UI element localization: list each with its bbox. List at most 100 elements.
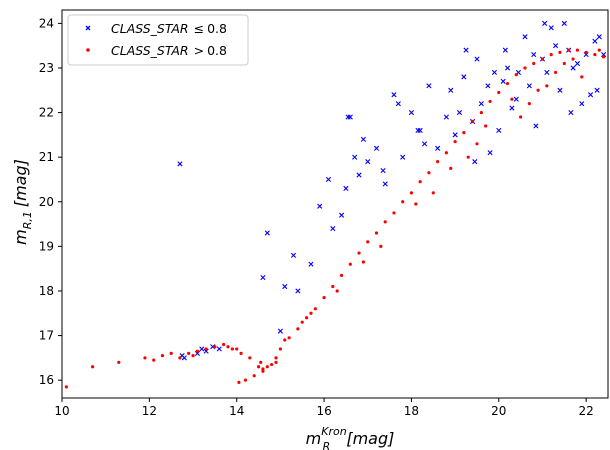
legend-label-main-0: CLASS_STAR [111, 21, 189, 36]
y-tick-label: 22 [39, 106, 54, 120]
data-point-dot [553, 70, 558, 75]
data-point-dot [575, 48, 580, 52]
x-axis-label-sup: Kron [321, 425, 346, 438]
data-point-dot [401, 200, 405, 204]
data-point-dot [261, 367, 265, 371]
data-point-x-marker [509, 105, 515, 111]
data-point-dot [239, 351, 243, 356]
legend-marker-x [85, 25, 91, 31]
data-point-dot [379, 244, 383, 248]
data-point-dot [237, 380, 241, 384]
data-point-dot [514, 73, 518, 77]
legend-label-rel-0: ≤ [194, 21, 204, 36]
data-point-dot [296, 327, 300, 331]
data-point-dot [444, 151, 448, 155]
data-point-dot [187, 351, 191, 356]
data-point-x-marker [574, 60, 581, 67]
data-point-dot [235, 347, 239, 351]
data-point-dot [549, 52, 553, 57]
data-point-dot [449, 166, 453, 170]
data-point-dot [195, 349, 200, 353]
data-point-x-marker [277, 328, 283, 334]
series-class-star-le-0.8 [177, 20, 607, 361]
data-point-x-marker [561, 20, 567, 26]
data-point-x-marker [594, 87, 600, 93]
data-point-dot [64, 385, 68, 389]
data-point-dot [602, 55, 606, 59]
data-point-dot [348, 262, 352, 266]
legend-box [67, 14, 249, 66]
data-point-dot [117, 360, 121, 364]
data-point-dot [532, 61, 536, 66]
data-point-x-marker [500, 78, 506, 84]
data-point-dot [475, 142, 479, 146]
y-axis-label-unit: [mag] [11, 159, 30, 207]
data-point-x-marker [533, 123, 539, 129]
data-point-dot [287, 336, 291, 340]
data-point-x-marker [203, 348, 209, 354]
plot-frame [61, 9, 609, 399]
data-point-dot [510, 97, 514, 101]
data-point-x-marker [448, 87, 454, 93]
data-point-x-marker [513, 96, 519, 102]
data-point-dot [313, 307, 317, 311]
y-tick-label: 19 [39, 239, 54, 253]
data-point-dot [322, 296, 326, 300]
data-point-dot [488, 99, 492, 104]
data-point-dot [300, 320, 304, 324]
legend-label-main-1: CLASS_STAR [111, 43, 189, 58]
data-point-x-marker [443, 114, 449, 120]
data-point-x-marker [400, 154, 406, 160]
data-point-dot [409, 191, 414, 195]
data-point-dot [230, 347, 234, 351]
data-point-x-marker [583, 52, 589, 58]
data-point-dot [256, 365, 261, 369]
data-point-x-marker [463, 47, 469, 53]
legend-label-rel-1: > [194, 43, 204, 58]
data-point-x-marker [260, 274, 266, 281]
data-point-dot [152, 358, 156, 362]
data-point-x-marker [295, 288, 301, 294]
data-point-dot [366, 240, 370, 244]
data-point-x-marker [308, 261, 314, 267]
data-point-x-marker [587, 92, 594, 98]
data-point-x-marker [345, 114, 351, 120]
data-point-x-marker [325, 176, 332, 183]
data-point-x-marker [552, 43, 559, 49]
data-point-dot [427, 171, 431, 175]
data-point-dot [571, 57, 575, 61]
data-point-dot [309, 311, 313, 315]
data-point-x-marker [548, 25, 554, 31]
x-axis-label-main: m [306, 429, 322, 448]
data-point-dot [558, 50, 562, 54]
data-point-x-marker [531, 52, 537, 58]
data-point-x-marker [474, 56, 480, 62]
data-point-dot [274, 356, 278, 360]
data-point-dot [545, 84, 549, 88]
y-tick-label: 16 [39, 373, 54, 387]
data-point-dot [270, 362, 274, 367]
data-point-x-marker [365, 159, 371, 165]
data-point-x-marker [461, 74, 467, 80]
data-point-x-marker [352, 154, 358, 160]
data-point-x-marker [391, 92, 397, 98]
data-point-dot [357, 251, 361, 255]
data-point-dot [418, 180, 422, 184]
data-point-x-marker [373, 145, 380, 151]
data-point-dot [519, 115, 523, 119]
data-point-dot [204, 347, 208, 351]
data-point-x-marker [502, 47, 508, 53]
y-tick-label: 20 [39, 195, 54, 209]
data-point-dot [331, 284, 335, 289]
data-point-dot [278, 347, 282, 351]
data-point-dot [597, 48, 601, 52]
data-point-x-marker [290, 252, 297, 258]
data-point-dot [580, 75, 584, 79]
data-point-x-marker [542, 20, 548, 26]
data-point-x-marker [544, 69, 550, 76]
y-tick-label: 21 [39, 150, 54, 164]
data-point-dot [462, 131, 466, 135]
data-point-dot [536, 88, 540, 92]
data-point-dot [90, 365, 95, 369]
